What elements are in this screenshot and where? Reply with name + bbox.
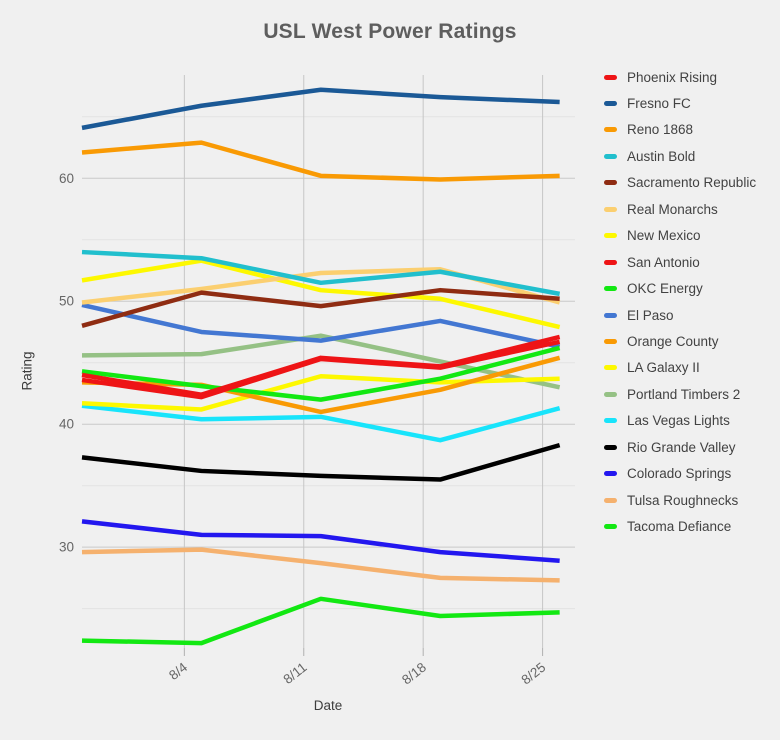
legend-swatch-okc-energy [604,286,617,292]
legend-label: Tulsa Roughnecks [627,492,739,508]
series-line-sacramento-republic [81,287,560,329]
x-tick-label: 8/18 [399,660,429,688]
legend-label: Sacramento Republic [627,175,757,191]
series-line-real-monarchs [81,267,561,305]
x-axis-title: Date [313,698,343,713]
series-line-orange-county [81,355,561,415]
legend-swatch-el-paso [604,312,617,318]
y-axis-title: Rating [19,351,35,391]
series-line-tulsa-roughnecks [81,547,560,583]
legend-item-sacramento-republic[interactable]: Sacramento Republic [604,173,756,193]
legend-label: Austin Bold [627,148,696,164]
series-line-new-mexico [81,258,561,330]
y-tick-label: 50 [59,294,74,309]
series-line-austin-bold [81,249,561,297]
legend-swatch-phoenix-rising [604,74,617,80]
legend-item-tulsa-roughnecks[interactable]: Tulsa Roughnecks [604,490,738,510]
legend-swatch-tulsa-roughnecks [604,497,617,503]
legend-swatch-rio-grande-valley [604,444,617,450]
legend-label: LA Galaxy II [627,360,700,376]
legend-label: Tacoma Defiance [627,519,732,535]
legend-swatch-la-galaxy-ii [604,365,617,371]
legend-swatch-las-vegas-lights [604,418,617,424]
legend-swatch-austin-bold [604,153,617,159]
legend-label: Las Vegas Lights [627,413,730,429]
series-line-rio-grande-valley [81,442,561,482]
legend-item-las-vegas-lights[interactable]: Las Vegas Lights [604,411,730,431]
legend-swatch-colorado-springs [604,471,617,477]
legend-item-okc-energy[interactable]: OKC Energy [604,279,703,299]
legend-label: Reno 1868 [627,122,694,138]
legend-item-portland-timbers-2[interactable]: Portland Timbers 2 [604,384,740,404]
chart-title: USL West Power Ratings [263,20,517,43]
legend-item-reno-1868[interactable]: Reno 1868 [604,120,693,140]
legend-item-new-mexico[interactable]: New Mexico [604,226,701,246]
legend-item-tacoma-defiance[interactable]: Tacoma Defiance [604,517,731,537]
legend-label: Rio Grande Valley [627,439,736,455]
legend-swatch-new-mexico [604,233,617,239]
legend-swatch-tacoma-defiance [604,524,617,530]
x-tick-label: 8/11 [280,660,309,687]
legend-label: Colorado Springs [627,466,732,482]
legend-item-colorado-springs[interactable]: Colorado Springs [604,464,731,484]
legend-label: OKC Energy [627,281,703,297]
y-tick-label: 60 [59,171,74,186]
legend-label: Real Monarchs [627,201,718,217]
legend-label: El Paso [627,307,674,323]
legend-item-orange-county[interactable]: Orange County [604,332,719,352]
legend-swatch-reno-1868 [604,127,617,133]
series-line-reno-1868 [81,140,560,182]
series-line-las-vegas-lights [81,403,561,443]
legend-item-phoenix-rising[interactable]: Phoenix Rising [604,67,717,87]
x-tick-label: 8/4 [166,659,190,683]
legend-label: Portland Timbers 2 [627,386,741,402]
legend-label: Fresno FC [627,95,691,111]
legend-label: New Mexico [627,228,701,244]
legend-item-rio-grande-valley[interactable]: Rio Grande Valley [604,437,736,457]
series-line-el-paso [81,302,561,349]
legend-label: Phoenix Rising [627,69,718,85]
legend-item-real-monarchs[interactable]: Real Monarchs [604,199,718,219]
x-tick-label: 8/25 [518,660,548,688]
legend-item-austin-bold[interactable]: Austin Bold [604,146,695,166]
legend-swatch-orange-county [604,339,617,344]
series-line-colorado-springs [81,519,560,563]
legend-item-san-antonio[interactable]: San Antonio [604,252,700,272]
series-line-phoenix-rising [81,334,561,397]
legend-swatch-san-antonio [604,259,617,265]
legend-label: Orange County [627,334,719,349]
legend-swatch-real-monarchs [604,206,617,212]
legend-item-fresno-fc[interactable]: Fresno FC [604,93,691,113]
legend-swatch-sacramento-republic [604,180,617,186]
legend-label: San Antonio [627,254,700,270]
legend-item-el-paso[interactable]: El Paso [604,305,674,325]
legend-item-la-galaxy-ii[interactable]: LA Galaxy II [604,358,700,378]
y-tick-label: 40 [59,417,74,432]
series-line-tacoma-defiance [81,596,560,646]
series-line-okc-energy [81,345,561,402]
legend-swatch-fresno-fc [604,100,617,106]
y-tick-label: 30 [59,540,74,555]
legend-swatch-portland-timbers-2 [604,391,617,397]
series-line-fresno-fc [81,87,560,131]
